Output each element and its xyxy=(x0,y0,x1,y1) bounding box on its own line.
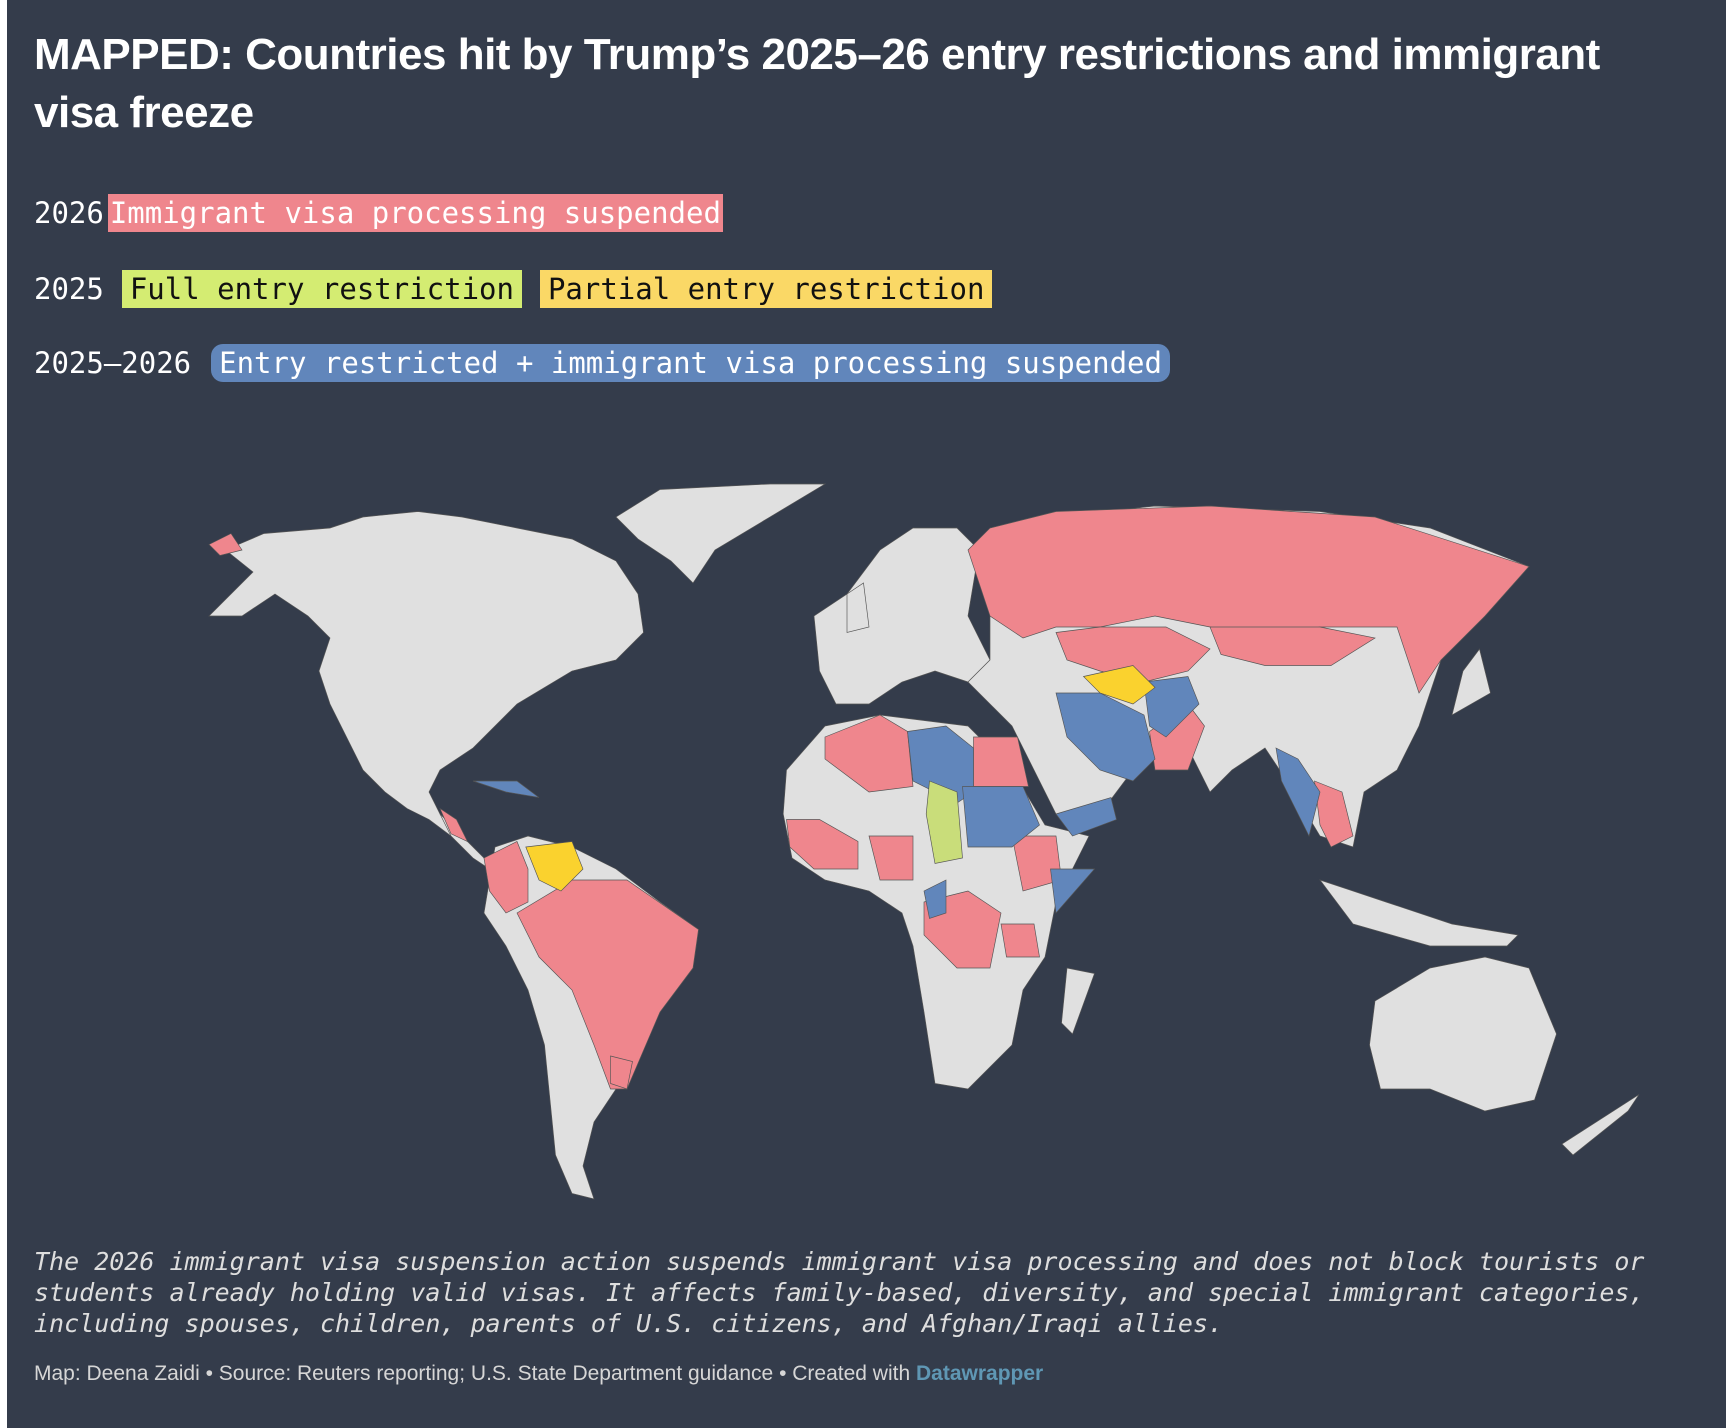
region-southeast-asia-pink xyxy=(1314,780,1354,848)
left-edge-strip xyxy=(0,0,7,1428)
region-tanzania-pink xyxy=(1000,923,1040,958)
legend-row-both: 2025–2026 Entry restricted + immigrant v… xyxy=(34,344,1170,382)
indonesia xyxy=(1319,879,1519,947)
region-cuba-blue xyxy=(472,780,540,798)
region-chad-green xyxy=(925,780,963,864)
chart-title: MAPPED: Countries hit by Trump’s 2025–26… xyxy=(34,30,1600,137)
region-sudan-blue xyxy=(962,786,1040,848)
region-central-america-pink xyxy=(439,807,469,843)
legend-row-2025: 2025 Full entry restriction Partial entr… xyxy=(34,270,993,308)
region-brazil-pink xyxy=(516,879,699,1090)
region-afghanistan-blue xyxy=(1143,676,1200,738)
region-mongolia-pink xyxy=(1209,626,1376,666)
legend-row-2026: 2026 Immigrant visa processing suspended xyxy=(34,194,723,232)
region-egypt-pink xyxy=(973,736,1029,787)
legend-partial-restriction: Partial entry restriction xyxy=(539,270,993,308)
partial-restriction-countries xyxy=(525,665,1156,892)
region-nigeria-pink xyxy=(868,835,914,881)
region-russia-pink xyxy=(967,505,1530,694)
region-west-africa-pink xyxy=(786,819,859,870)
region-algeria-pink xyxy=(824,714,914,793)
datawrapper-link[interactable]: Datawrapper xyxy=(915,1362,1044,1385)
region-colombia-pink xyxy=(483,841,529,914)
legend-visa-suspended: Immigrant visa processing suspended xyxy=(107,194,723,232)
europe xyxy=(813,527,991,705)
region-yemen-blue xyxy=(1055,797,1117,837)
both-countries xyxy=(472,676,1321,919)
uk xyxy=(846,582,870,633)
region-iran-blue xyxy=(1055,692,1156,782)
region-venezuela-yellow xyxy=(525,841,584,892)
greenland xyxy=(615,483,827,584)
visa-suspended-countries xyxy=(208,505,1530,1090)
region-central-asia-pink xyxy=(1055,626,1211,683)
credit-text: Map: Deena Zaidi • Source: Reuters repor… xyxy=(34,1362,916,1385)
japan xyxy=(1451,648,1491,716)
region-somalia-blue xyxy=(1050,868,1096,914)
madagascar xyxy=(1061,967,1095,1035)
full-restriction-countries xyxy=(925,780,963,864)
legend-year: 2026 xyxy=(34,196,104,230)
australia xyxy=(1369,956,1557,1112)
legend-both: Entry restricted + immigrant visa proces… xyxy=(211,344,1170,382)
map-caption: The 2026 immigrant visa suspension actio… xyxy=(34,1247,1645,1338)
legend-full-restriction: Full entry restriction xyxy=(121,270,522,308)
legend-year: 2025 xyxy=(34,272,104,306)
region-turkmenistan-yellow xyxy=(1082,665,1156,705)
legend-year: 2025–2026 xyxy=(34,346,192,380)
north-america xyxy=(208,511,644,848)
new-zealand xyxy=(1561,1094,1640,1156)
region-congo-blue xyxy=(923,879,947,919)
footer-credit: Map: Deena Zaidi • Source: Reuters repor… xyxy=(34,1362,1043,1386)
region-myanmar-blue xyxy=(1275,747,1321,837)
region-iceland-pink xyxy=(208,533,243,556)
region-uruguay-pink xyxy=(610,1055,633,1090)
